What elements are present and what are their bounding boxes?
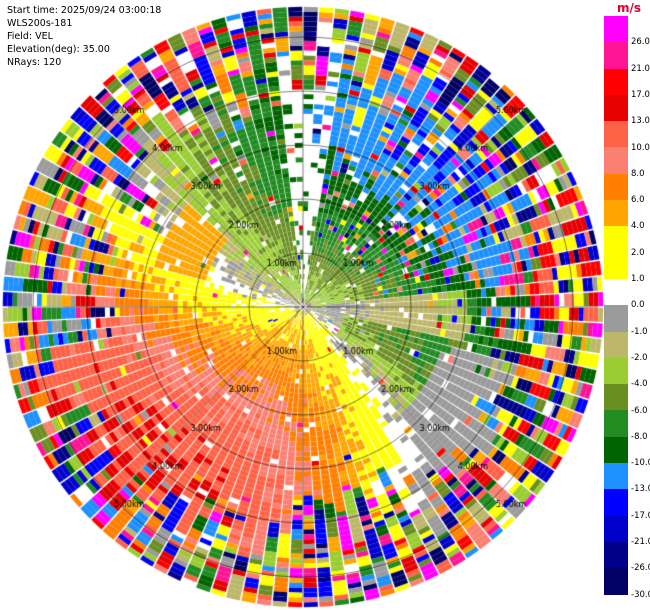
colorbar-tick-label: -6.0 xyxy=(631,405,648,416)
colorbar-tick-label: -2.0 xyxy=(631,352,648,363)
colorbar-swatches xyxy=(604,16,628,595)
colorbar-swatch xyxy=(604,463,628,490)
colorbar-tick-label: -1.0 xyxy=(631,326,648,337)
colorbar-tick-label: 13.0 xyxy=(631,116,650,127)
colorbar-swatch xyxy=(604,515,628,542)
colorbar-swatch xyxy=(604,436,628,464)
colorbar-swatch xyxy=(604,384,628,411)
colorbar-swatch xyxy=(604,200,628,227)
colorbar-tick-label: 1.0 xyxy=(631,274,645,284)
colorbar-swatch xyxy=(604,331,628,358)
header-start-time: Start time: 2025/09/24 03:00:18 xyxy=(7,5,162,16)
colorbar-tick-label: 10.0 xyxy=(631,142,650,153)
colorbar-swatch xyxy=(604,68,628,95)
colorbar-tick-label: 17.0 xyxy=(631,89,650,100)
colorbar-tick-label: 8.0 xyxy=(631,168,645,179)
colorbar-swatch xyxy=(604,278,628,306)
colorbar-tick-label: -13.0 xyxy=(631,484,650,495)
colorbar-tick-label: 21.0 xyxy=(631,63,650,74)
colorbar-swatch xyxy=(604,173,628,201)
colorbar: m/s 26.0 21.0 17.0 13.0 10.0 8.0 6.0 4.0 2.0 1.0 0… xyxy=(604,0,650,610)
colorbar-tick-label: -8.0 xyxy=(631,431,648,442)
colorbar-swatch xyxy=(604,305,628,332)
colorbar-tick-label: -4.0 xyxy=(631,379,648,390)
colorbar-tick-label: 6.0 xyxy=(631,195,645,206)
colorbar-swatch xyxy=(604,42,628,69)
colorbar-tick-label: -30.0 xyxy=(631,589,650,600)
colorbar-tick-label: -26.0 xyxy=(631,563,650,574)
colorbar-tick-label: 4.0 xyxy=(631,221,645,232)
colorbar-tick-label: -17.0 xyxy=(631,510,650,521)
colorbar-swatch xyxy=(604,16,628,43)
colorbar-tick-label: 2.0 xyxy=(631,247,645,258)
colorbar-swatch xyxy=(604,568,628,595)
colorbar-swatch xyxy=(604,252,628,279)
header-elevation: Elevation(deg): 35.00 xyxy=(7,44,110,55)
colorbar-swatch xyxy=(604,541,628,569)
colorbar-swatch xyxy=(604,147,628,174)
colorbar-swatch xyxy=(604,94,628,122)
colorbar-tick-label: -10.0 xyxy=(631,458,650,469)
colorbar-tick-label: -21.0 xyxy=(631,537,650,547)
colorbar-swatch xyxy=(604,489,628,516)
colorbar-tick-label: 0.0 xyxy=(631,300,645,311)
colorbar-swatch xyxy=(604,357,628,385)
colorbar-tick-label: 26.0 xyxy=(631,37,650,48)
colorbar-swatch xyxy=(604,121,628,148)
colorbar-swatch xyxy=(604,410,628,437)
colorbar-title: m/s xyxy=(617,1,642,15)
header-nrays: NRays: 120 xyxy=(7,57,62,68)
header-field: Field: VEL xyxy=(7,31,53,42)
plot-header: Start time: 2025/09/24 03:00:18 WLS200s-… xyxy=(7,4,161,69)
header-instrument: WLS200s-181 xyxy=(7,18,73,29)
colorbar-swatch xyxy=(604,226,628,253)
